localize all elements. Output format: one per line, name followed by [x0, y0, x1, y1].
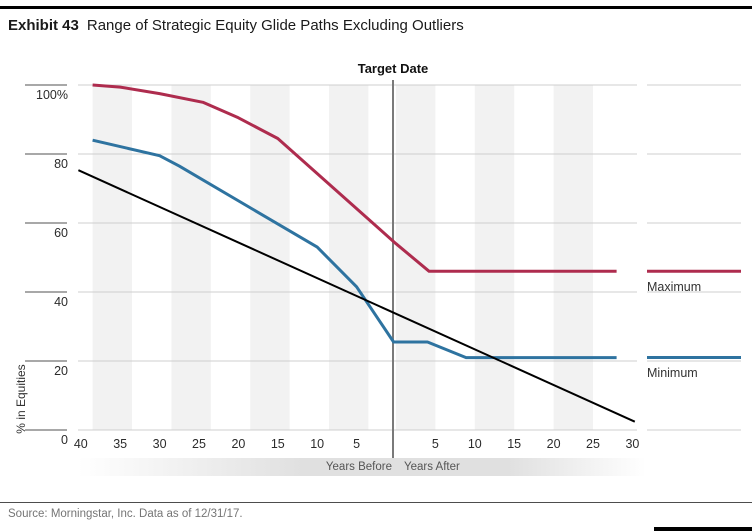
exhibit-number: Exhibit 43: [8, 17, 79, 34]
x-tick-label: 10: [467, 437, 482, 451]
next-exhibit-rule-fragment: [654, 527, 752, 531]
legend-label-maximum: Maximum: [647, 280, 702, 294]
top-rule: [0, 6, 752, 9]
x-tick-label: 35: [113, 437, 128, 451]
exhibit-header: Exhibit 43 Range of Strategic Equity Glid…: [8, 17, 464, 34]
background-stripe: [553, 85, 593, 430]
series-line-maximum: [92, 83, 617, 273]
x-tick-label: 10: [310, 437, 325, 451]
years-before-band: Years Before: [78, 458, 401, 476]
y-tick-label: 60: [54, 226, 68, 240]
legend-label-minimum: Minimum: [647, 366, 698, 380]
x-tick-label: 25: [192, 437, 206, 451]
background-stripe: [329, 85, 369, 430]
x-tick-label: 20: [546, 437, 561, 451]
x-tick-label: 30: [152, 437, 167, 451]
x-tick-label: 25: [586, 437, 600, 451]
chart-title: Range of Strategic Equity Glide Paths Ex…: [86, 17, 464, 34]
x-tick-label: 15: [270, 437, 285, 451]
x-tick-label: 40: [73, 437, 88, 451]
y-tick-label: 100%: [36, 88, 68, 102]
y-tick-label: 0: [61, 433, 68, 447]
series-line-industry-average: [77, 169, 636, 423]
y-tick-label: 40: [54, 295, 68, 309]
x-tick-label: 15: [507, 437, 522, 451]
series-line-minimum: [92, 138, 617, 360]
background-stripe: [474, 85, 515, 430]
x-tick-label: 5: [431, 437, 439, 451]
y-tick-label: 80: [54, 157, 68, 171]
background-stripe: [92, 85, 133, 430]
x-tick-label: 5: [353, 437, 361, 451]
background-stripe: [171, 85, 211, 430]
years-after-band: Years After: [395, 458, 646, 476]
y-tick-label: 20: [54, 364, 68, 378]
x-tick-label: 20: [231, 437, 246, 451]
background-stripe: [396, 85, 436, 430]
source-note: Source: Morningstar, Inc. Data as of 12/…: [8, 508, 243, 520]
x-tick-label: 30: [625, 437, 640, 451]
target-date-annotation: Target Date: [357, 61, 429, 76]
footer-rule: [0, 502, 752, 503]
